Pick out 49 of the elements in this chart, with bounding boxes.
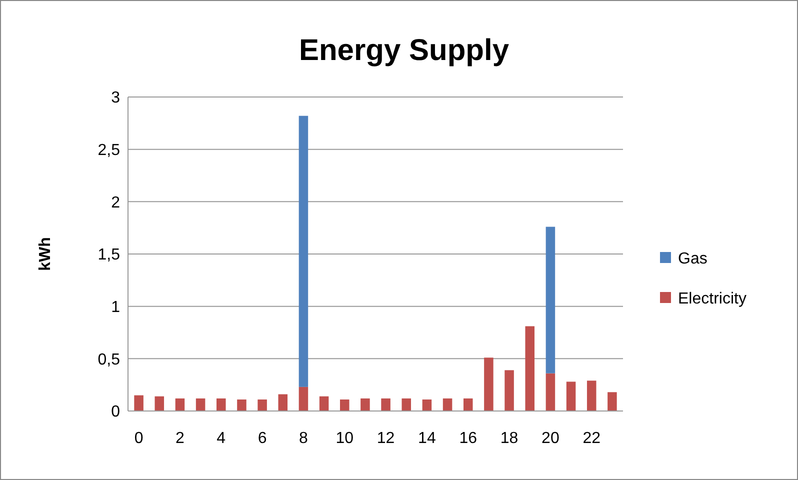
bar <box>546 373 556 411</box>
y-tick-label: 0,5 <box>98 351 120 368</box>
bar <box>298 386 308 411</box>
bar <box>525 326 534 411</box>
x-tick-label: 18 <box>500 430 518 447</box>
y-tick-label: 0 <box>111 404 120 421</box>
bar <box>175 398 185 411</box>
x-tick-label: 4 <box>216 430 226 447</box>
x-tick-label: 8 <box>299 430 308 447</box>
bar <box>586 380 596 411</box>
legend-label: Gas <box>678 250 708 268</box>
bar <box>484 358 494 411</box>
x-tick-label: 10 <box>336 430 354 447</box>
chart-title: Energy Supply <box>298 34 510 67</box>
bar <box>608 392 617 411</box>
y-tick-label: 2,5 <box>98 142 120 159</box>
x-tick-label: 22 <box>582 430 601 447</box>
bar <box>381 398 390 411</box>
bar <box>463 398 473 411</box>
bar <box>340 399 350 411</box>
y-tick-label: 2 <box>111 194 120 212</box>
bar <box>134 395 144 411</box>
x-tick-label: 6 <box>258 430 267 447</box>
bar <box>402 398 412 411</box>
bar <box>566 382 576 411</box>
bar <box>442 398 452 411</box>
y-tick-label: 3 <box>111 90 120 107</box>
bar <box>196 398 206 411</box>
y-tick-label: 1 <box>111 298 120 316</box>
bar <box>216 398 226 411</box>
bar <box>422 399 432 411</box>
y-tick-label: 1,5 <box>98 246 120 264</box>
bar <box>298 116 308 387</box>
x-tick-label: 2 <box>176 430 185 447</box>
x-tick-label: 14 <box>418 430 436 447</box>
bar <box>360 398 370 411</box>
x-tick-label: 20 <box>542 430 560 447</box>
y-axis-title: kWh <box>37 237 54 271</box>
bar <box>319 396 329 411</box>
bar <box>278 394 288 411</box>
bar <box>258 399 267 411</box>
legend-label: Electricity <box>678 290 746 308</box>
x-tick-label: 12 <box>376 430 395 447</box>
bar <box>237 399 246 411</box>
x-tick-label: 0 <box>134 430 144 447</box>
bar <box>504 370 514 411</box>
bar <box>154 396 164 411</box>
x-tick-label: 16 <box>459 430 478 447</box>
bar <box>546 226 556 374</box>
